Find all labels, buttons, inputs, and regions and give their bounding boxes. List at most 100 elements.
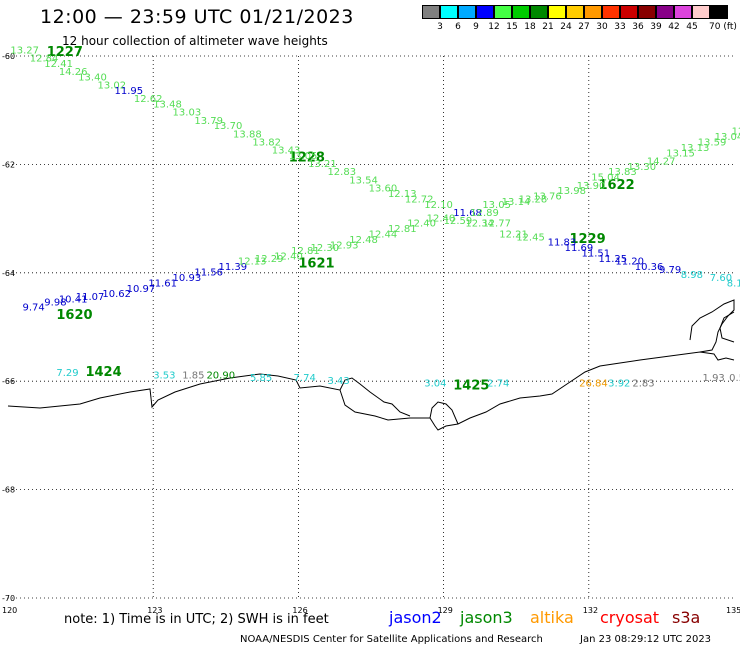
wave-height-value: 13.90 (577, 181, 606, 192)
lon-tick-label: 123 (147, 606, 162, 615)
wave-height-value: 3.43 (327, 376, 349, 387)
wave-height-value: 11.61 (148, 278, 177, 289)
satellite-legend-jason2: jason2 (389, 608, 442, 627)
color-scale-label: 3 (437, 22, 443, 32)
color-scale-label: 9 (473, 22, 479, 32)
lat-tick-label: -60 (2, 52, 15, 61)
generated-timestamp: Jan 23 08:29:12 UTC 2023 (580, 634, 712, 645)
wave-height-value: 7.29 (56, 368, 78, 379)
wave-height-value: 13.05 (289, 151, 318, 162)
wave-height-value: 13.59 (698, 137, 727, 148)
wave-height-value: 13.76 (533, 192, 562, 203)
wave-height-value: 12.10 (424, 200, 453, 211)
wave-height-value: 13.43 (272, 146, 301, 157)
wave-height-value: 1.93 (703, 373, 725, 384)
color-swatch (458, 5, 476, 19)
color-swatch (692, 5, 710, 19)
wave-height-value: 12.59 (444, 216, 473, 227)
wave-height-value: 10.62 (102, 289, 131, 300)
wave-height-value: 11.95 (114, 86, 143, 97)
coastline-east-island (689, 299, 735, 353)
wave-height-value: 12.45 (516, 232, 545, 243)
wave-height-value: 13.98 (557, 186, 586, 197)
wave-height-value: 7.74 (294, 373, 316, 384)
wave-height-value: 12.41 (44, 59, 73, 70)
color-swatch (530, 5, 548, 19)
wave-height-value: 12.81 (291, 246, 320, 257)
pass-id-label: 1229 (569, 232, 605, 247)
wave-height-value: 10.93 (173, 273, 202, 284)
wave-height-value: 12.34 (465, 219, 494, 230)
color-scale-label: 45 (686, 22, 698, 32)
color-scale-label: 15 (506, 22, 518, 32)
wave-height-value: 13.88 (233, 129, 262, 140)
satellite-legend-jason3: jason3 (460, 608, 513, 627)
coastline-east-cove (719, 311, 735, 343)
color-scale-label: 70 (ft) (709, 22, 737, 32)
color-swatch (602, 5, 620, 19)
color-swatch (476, 5, 494, 19)
color-swatch (620, 5, 638, 19)
wave-height-value: 7.60 (710, 273, 732, 284)
wave-height-value: 13.82 (252, 137, 281, 148)
wave-height-value: 12.48 (349, 235, 378, 246)
wave-height-value: 8.16 (727, 278, 740, 289)
pass-id-label: 1621 (298, 256, 334, 271)
color-scale-label: 21 (542, 22, 554, 32)
lat-tick-label: -70 (2, 594, 15, 603)
wave-height-value: 0.56 (729, 373, 740, 384)
wave-height-value: 12.29 (255, 254, 284, 265)
wave-height-values: 13.2712.8412.4114.2613.4013.0211.9512.62… (10, 45, 740, 389)
wave-height-value: 13.28 (519, 194, 548, 205)
wave-height-value: 13.03 (173, 108, 202, 119)
wave-height-value: 3.92 (608, 379, 630, 390)
pass-labels: 1227 1228 1622 1229 1621 1620 1424 1425 (47, 45, 635, 393)
pass-id-label: 1228 (289, 151, 325, 166)
lon-tick-label: 126 (292, 606, 307, 615)
wave-height-value: 11.69 (565, 243, 594, 254)
color-swatch (422, 5, 440, 19)
wave-height-value: 26.84 (579, 379, 608, 390)
wave-height-value: 11.07 (76, 292, 105, 303)
wave-height-value: 12.30 (311, 243, 340, 254)
wave-height-value: 13.14 (502, 197, 531, 208)
wave-height-value: 13.13 (681, 143, 710, 154)
color-swatch (674, 5, 692, 19)
wave-height-value: 13.04 (715, 132, 740, 143)
wave-height-value: 13.30 (628, 162, 657, 173)
wave-height-value: 13.02 (98, 81, 127, 92)
color-swatch (710, 5, 728, 19)
lon-tick-label: 120 (2, 606, 17, 615)
lon-tick-label: 132 (583, 606, 598, 615)
color-swatch (638, 5, 656, 19)
wave-height-value: 14.26 (59, 67, 88, 78)
wave-height-value: 12.81 (388, 224, 417, 235)
wave-height-value: 20.90 (206, 370, 235, 381)
color-swatch (656, 5, 674, 19)
wave-height-value: 13.48 (153, 99, 182, 110)
footer-note: note: 1) Time is in UTC; 2) SWH is in fe… (64, 612, 329, 627)
wave-height-value: 3.04 (424, 379, 446, 390)
wave-height-value: 5.85 (250, 373, 272, 384)
wave-height-value: 13.60 (369, 184, 398, 195)
wave-height-value: 13.54 (349, 175, 378, 186)
color-swatch (548, 5, 566, 19)
wave-height-value: 13.83 (608, 167, 637, 178)
wave-height-value: 10.41 (59, 295, 88, 306)
pass-id-label: 1425 (453, 378, 489, 393)
wave-height-value: 11.51 (582, 249, 611, 260)
wave-height-value: 12.40 (274, 251, 303, 262)
antarctic-coastline (7, 299, 735, 431)
wave-height-value: 11.68 (453, 208, 482, 219)
color-scale-label: 39 (650, 22, 662, 32)
wave-height-value: 11.56 (194, 268, 223, 279)
wave-height-value: 12.13 (388, 189, 417, 200)
credit-line: NOAA/NESDIS Center for Satellite Applica… (240, 634, 543, 645)
color-scale-label: 27 (578, 22, 590, 32)
wave-height-value: 8.98 (681, 270, 703, 281)
wave-height-value: 12.44 (369, 230, 398, 241)
wave-height-value: 12.93 (330, 240, 359, 251)
wave-height-value: 12.13 (238, 257, 267, 268)
pass-id-label: 1227 (47, 45, 83, 60)
color-scale-label: 42 (668, 22, 680, 32)
